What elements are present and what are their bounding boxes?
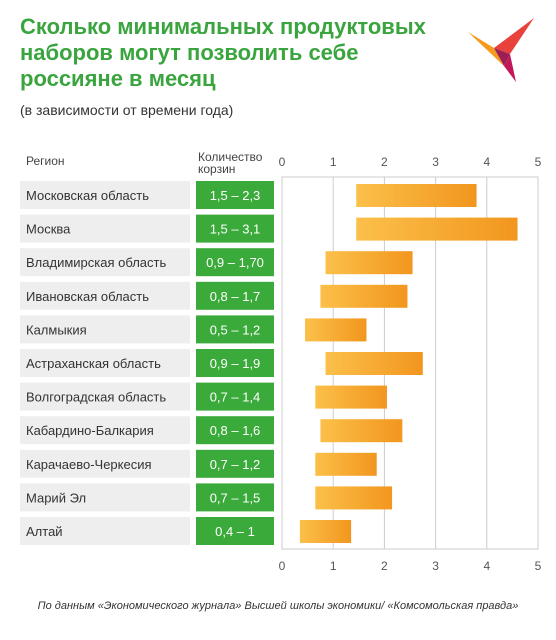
count-label: 0,5 – 1,2 bbox=[210, 322, 261, 337]
count-badge bbox=[196, 315, 274, 344]
row-background bbox=[20, 248, 190, 277]
row-background bbox=[20, 214, 190, 243]
x-tick-label-bottom: 0 bbox=[279, 559, 286, 573]
count-badge bbox=[196, 416, 274, 445]
count-label: 0,9 – 1,70 bbox=[206, 255, 264, 270]
range-bar bbox=[325, 251, 413, 275]
range-bar bbox=[356, 184, 477, 207]
region-label: Калмыкия bbox=[26, 322, 87, 337]
count-label: 0,7 – 1,4 bbox=[210, 390, 261, 405]
region-label: Владимирская область bbox=[26, 255, 166, 270]
count-badge bbox=[196, 517, 274, 545]
region-label: Алтай bbox=[26, 524, 63, 539]
count-badge bbox=[196, 483, 274, 512]
region-label: Ивановская область bbox=[26, 289, 149, 304]
count-label: 0,4 – 1 bbox=[215, 524, 255, 539]
count-badge bbox=[196, 449, 274, 478]
region-label: Кабардино-Балкария bbox=[26, 423, 154, 438]
range-bar bbox=[315, 486, 393, 510]
count-label: 0,7 – 1,5 bbox=[210, 490, 261, 505]
x-tick-label-bottom: 1 bbox=[330, 559, 337, 573]
swallow-logo-icon bbox=[468, 18, 534, 82]
source-footer: По данным «Экономического журнала» Высше… bbox=[37, 600, 519, 612]
row-background bbox=[20, 181, 190, 209]
region-label: Волгоградская область bbox=[26, 390, 166, 405]
range-bar bbox=[356, 217, 518, 241]
range-bar bbox=[315, 385, 387, 409]
count-badge bbox=[196, 382, 274, 411]
column-header-count-line2: корзин bbox=[198, 162, 236, 176]
row-background bbox=[20, 349, 190, 377]
count-badge bbox=[196, 214, 274, 243]
x-tick-label-top: 3 bbox=[432, 155, 439, 169]
count-badge bbox=[196, 181, 274, 209]
x-tick-label-top: 2 bbox=[381, 155, 388, 169]
region-label: Марий Эл bbox=[26, 490, 86, 505]
count-badge bbox=[196, 281, 274, 310]
region-label: Астраханская область bbox=[26, 356, 161, 371]
range-bar bbox=[305, 318, 367, 342]
range-bar bbox=[320, 284, 408, 308]
x-tick-label-bottom: 4 bbox=[483, 559, 490, 573]
range-bar-chart: 0 0 1 1 2 2 3 3 4 4 5 5 Московская область 1,5 – 2,3 М… bbox=[20, 155, 542, 573]
x-tick-label-bottom: 5 bbox=[535, 559, 542, 573]
chart-subtitle: (в зависимости от времени года) bbox=[20, 102, 234, 118]
count-badge bbox=[196, 248, 274, 277]
row-background bbox=[20, 315, 190, 344]
x-tick-label-top: 1 bbox=[330, 155, 337, 169]
count-label: 1,5 – 2,3 bbox=[210, 188, 261, 203]
region-label: Московская область bbox=[26, 188, 149, 203]
chart-title: Сколько минимальных продуктовых наборов … bbox=[20, 14, 426, 91]
row-background bbox=[20, 382, 190, 411]
column-header-count-line1: Количество bbox=[198, 150, 263, 164]
count-label: 0,8 – 1,7 bbox=[210, 289, 261, 304]
region-label: Москва bbox=[26, 222, 71, 237]
count-badge bbox=[196, 349, 274, 377]
x-tick-label-top: 4 bbox=[483, 155, 490, 169]
row-background bbox=[20, 281, 190, 310]
column-header-count: Количество корзин bbox=[198, 151, 262, 175]
x-tick-label-top: 0 bbox=[279, 155, 286, 169]
row-background bbox=[20, 517, 190, 545]
x-tick-label-bottom: 3 bbox=[432, 559, 439, 573]
count-label: 0,7 – 1,2 bbox=[210, 457, 261, 472]
row-background bbox=[20, 449, 190, 478]
region-label: Карачаево-Черкесия bbox=[26, 457, 152, 472]
row-background bbox=[20, 483, 190, 512]
column-header-region: Регион bbox=[26, 154, 65, 168]
count-label: 1,5 – 3,1 bbox=[210, 222, 261, 237]
count-label: 0,9 – 1,9 bbox=[210, 356, 261, 371]
range-bar bbox=[325, 352, 423, 375]
count-label: 0,8 – 1,6 bbox=[210, 423, 261, 438]
x-tick-label-bottom: 2 bbox=[381, 559, 388, 573]
range-bar bbox=[315, 452, 377, 476]
x-tick-label-top: 5 bbox=[535, 155, 542, 169]
range-bar bbox=[299, 520, 352, 543]
range-bar bbox=[320, 419, 403, 443]
row-background bbox=[20, 416, 190, 445]
